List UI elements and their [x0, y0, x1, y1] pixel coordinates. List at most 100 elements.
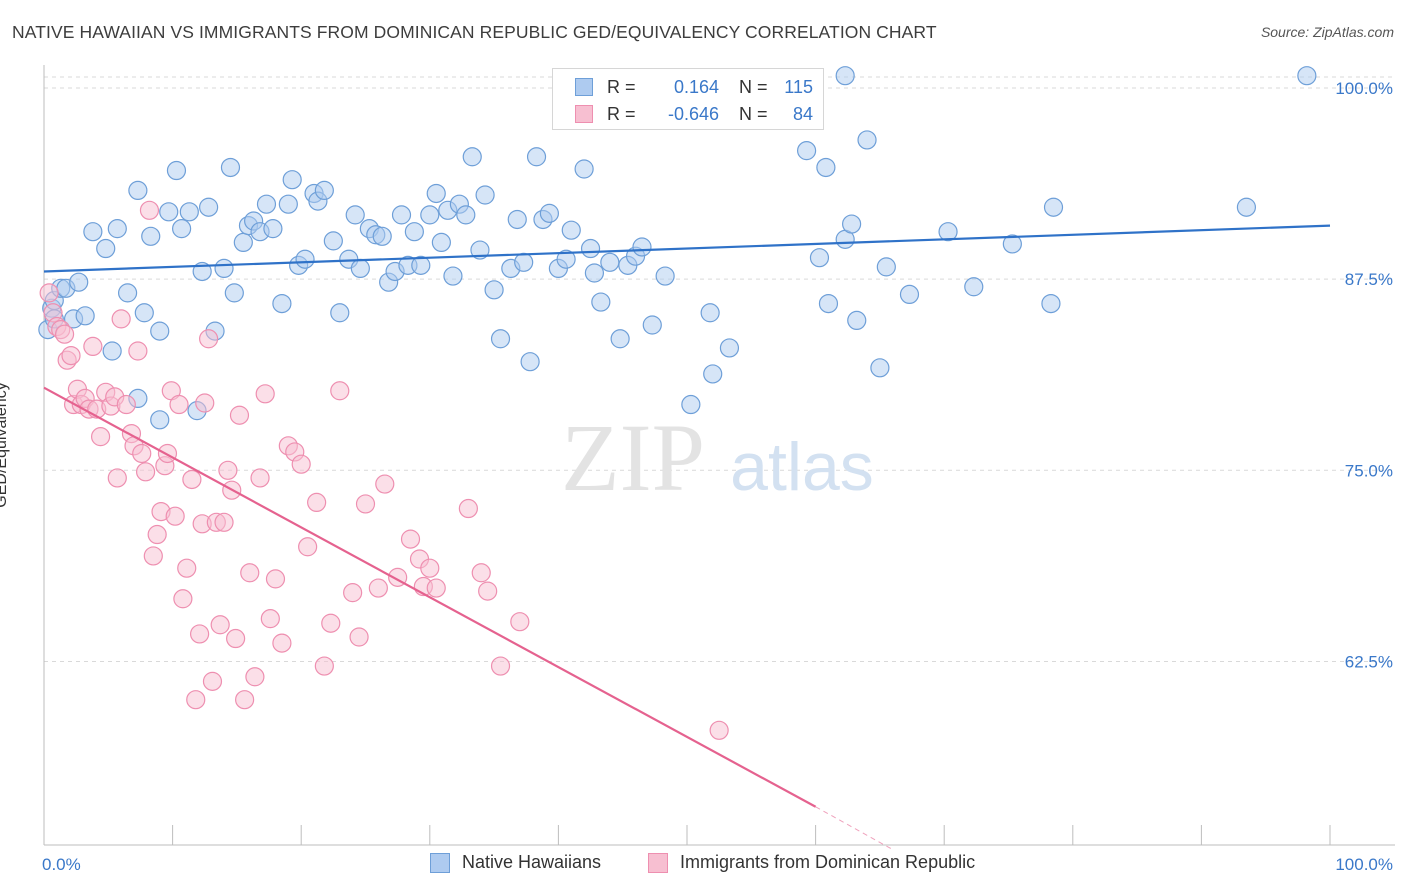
point-native-hawaiian [172, 219, 192, 239]
point-dominican-republic [54, 324, 75, 344]
point-native-hawaiian [574, 159, 594, 179]
n-label: N = [739, 76, 768, 97]
legend-item-dominican-republic: Immigrants from Dominican Republic [648, 852, 975, 873]
point-dominican-republic [210, 615, 230, 635]
point-dominican-republic [510, 612, 530, 632]
point-native-hawaiian [719, 338, 740, 358]
point-dominican-republic [709, 720, 729, 740]
point-native-hawaiian [220, 157, 241, 178]
point-native-hawaiian [490, 329, 511, 349]
point-native-hawaiian [75, 306, 95, 326]
watermark-zip: ZIP [561, 404, 705, 511]
point-native-hawaiian [1236, 197, 1257, 217]
point-dominican-republic [349, 627, 369, 647]
point-native-hawaiian [526, 147, 547, 167]
point-native-hawaiian [584, 263, 605, 283]
point-native-hawaiian [314, 180, 334, 201]
point-dominican-republic [61, 345, 81, 366]
point-dominican-republic [420, 558, 440, 578]
x-tick-label: 100.0% [1335, 855, 1393, 874]
point-dominican-republic [90, 427, 111, 447]
point-dominican-republic [245, 667, 265, 687]
point-native-hawaiian [700, 303, 720, 323]
point-dominican-republic [173, 589, 193, 609]
trend-line-dominican-republic [43, 386, 817, 808]
y-tick-label: 62.5% [1345, 652, 1393, 671]
point-dominican-republic [235, 690, 255, 710]
point-dominican-republic [478, 581, 498, 601]
point-native-hawaiian [610, 329, 630, 349]
point-native-hawaiian [420, 205, 440, 225]
tick-labels: 100.0% 87.5% 75.0% 62.5% 0.0% 100.0% [42, 79, 1393, 874]
point-dominican-republic [165, 506, 185, 526]
point-native-hawaiian [870, 358, 890, 378]
n-value: 84 [792, 103, 813, 124]
point-native-hawaiian [809, 248, 830, 268]
point-native-hawaiian [938, 222, 958, 242]
point-dominican-republic [190, 624, 210, 644]
stats-legend-row-blue: R = 0.164 N = 115 [575, 75, 813, 99]
point-native-hawaiian [475, 185, 495, 205]
point-dominican-republic [343, 583, 363, 603]
point-dominican-republic [260, 609, 280, 629]
y-tick-label: 87.5% [1345, 270, 1393, 289]
point-dominican-republic [490, 656, 511, 676]
watermark-atlas: atlas [730, 429, 874, 505]
point-native-hawaiian [411, 255, 431, 275]
point-native-hawaiian [539, 203, 559, 223]
source-label: Source: ZipAtlas.com [1260, 24, 1394, 40]
n-label: N = [739, 103, 768, 124]
point-native-hawaiian [632, 237, 652, 257]
point-dominican-republic [143, 546, 163, 566]
r-label: R = [607, 76, 636, 97]
point-native-hawaiian [278, 194, 298, 214]
point-dominican-republic [116, 394, 136, 415]
point-dominican-republic [169, 394, 189, 415]
point-dominican-republic [226, 628, 246, 649]
point-native-hawaiian [263, 219, 283, 239]
point-dominican-republic [111, 309, 131, 329]
point-native-hawaiian [295, 249, 315, 269]
stats-legend: R = 0.164 N = 115 R = -0.646 N = 84 [552, 68, 824, 130]
point-native-hawaiian [520, 352, 540, 372]
point-dominican-republic [39, 283, 59, 303]
point-dominican-republic [83, 336, 103, 357]
point-native-hawaiian [426, 183, 446, 204]
point-native-hawaiian [96, 238, 116, 259]
point-native-hawaiian [847, 310, 867, 331]
point-native-hawaiian [964, 277, 984, 297]
point-dominican-republic [177, 558, 197, 578]
point-native-hawaiian [857, 130, 877, 150]
point-native-hawaiian [703, 364, 723, 384]
r-value: -0.646 [667, 103, 719, 124]
point-native-hawaiian [556, 249, 576, 269]
trend-line-native-hawaiian [43, 224, 1331, 273]
point-dominican-republic [298, 537, 318, 557]
point-native-hawaiian [591, 292, 611, 312]
point-native-hawaiian [391, 205, 412, 225]
point-native-hawaiian [681, 394, 701, 415]
point-dominican-republic [321, 613, 341, 633]
point-native-hawaiian [842, 214, 862, 234]
pink-swatch [648, 852, 668, 873]
trend-line-extension [815, 806, 894, 851]
point-native-hawaiian [256, 194, 277, 214]
point-dominican-republic [229, 405, 250, 425]
point-dominican-republic [135, 462, 156, 482]
point-native-hawaiian [443, 266, 463, 286]
point-native-hawaiian [818, 293, 839, 314]
point-native-hawaiian [1297, 66, 1317, 86]
point-native-hawaiian [69, 272, 89, 292]
point-native-hawaiian [431, 232, 451, 253]
point-dominican-republic [214, 512, 234, 532]
point-dominican-republic [307, 492, 327, 513]
point-native-hawaiian [128, 180, 148, 201]
point-dominican-republic [368, 578, 388, 598]
point-native-hawaiian [1043, 197, 1064, 217]
point-native-hawaiian [102, 341, 122, 361]
point-native-hawaiian [470, 240, 490, 260]
x-tick-label: 0.0% [42, 855, 81, 874]
point-dominican-republic [314, 656, 334, 676]
watermark: ZIP atlas [561, 404, 874, 511]
